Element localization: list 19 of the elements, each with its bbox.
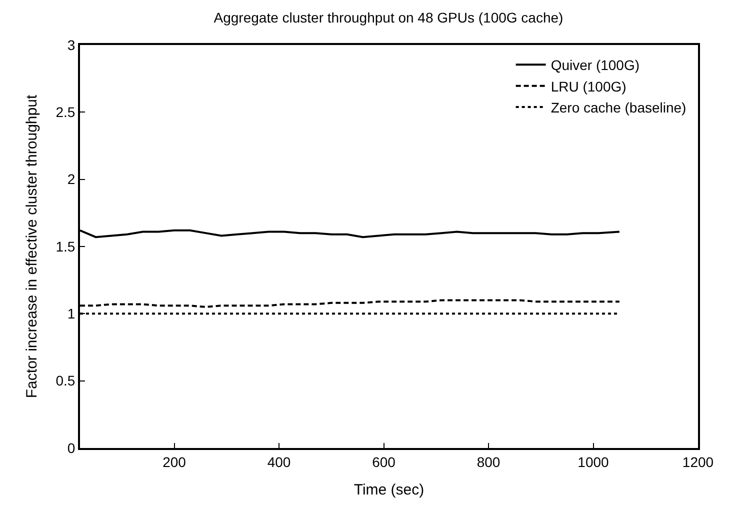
- y-tick-label: 0.5: [56, 372, 76, 389]
- y-tick-label: 1: [67, 306, 76, 322]
- y-tick-label: 3: [67, 36, 76, 53]
- x-tick-label: 1200: [682, 454, 714, 470]
- y-tick-label: 2.5: [56, 104, 76, 120]
- legend-label: Zero cache (baseline): [550, 99, 686, 116]
- x-tick-label: 600: [372, 454, 396, 470]
- legend-label: Quiver (100G): [550, 57, 640, 74]
- x-axis-title: Time (sec): [354, 481, 424, 498]
- legend-label: LRU (100G): [550, 78, 626, 94]
- y-tick-label: 1.5: [56, 238, 76, 254]
- y-tick-label: 2: [67, 171, 76, 188]
- y-axis-title: Factor increase in effective cluster throughput: [23, 94, 40, 398]
- x-tick-label: 400: [267, 454, 291, 470]
- x-tick-label: 1000: [578, 454, 610, 470]
- x-tick-label: 800: [476, 454, 500, 470]
- y-tick-label: 0: [67, 440, 76, 456]
- x-tick-label: 200: [162, 454, 186, 470]
- chart-title: Aggregate cluster throughput on 48 GPUs (100G cache): [214, 10, 564, 26]
